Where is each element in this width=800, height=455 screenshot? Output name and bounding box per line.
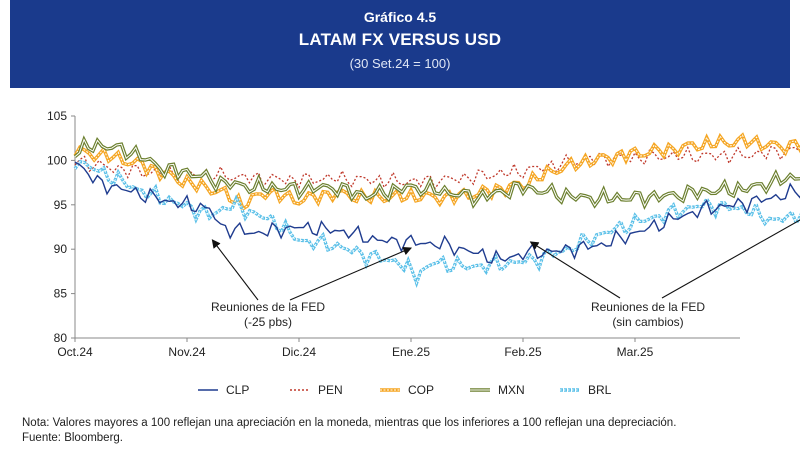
- arrow-fed-dec: [289, 246, 413, 301]
- annotation-fed-cut-line1: Reuniones de la FED: [211, 300, 325, 314]
- series-line-inner-brl: [74, 161, 800, 285]
- series-line-mxn: [73, 135, 800, 210]
- chart-number: Gráfico 4.5: [363, 9, 437, 25]
- x-tick-label: Nov.24: [168, 345, 205, 359]
- y-tick-label: 80: [54, 331, 68, 345]
- series-line-pen: [74, 145, 800, 190]
- footnote: Nota: Valores mayores a 100 reflejan una…: [22, 416, 676, 446]
- x-tick-label: Feb.25: [504, 345, 542, 359]
- series-line-clp: [74, 161, 800, 264]
- annotation-fed-hold-line1: Reuniones de la FED: [591, 300, 705, 314]
- x-tick-label: Oct.24: [57, 345, 93, 359]
- legend-label-mxn: MXN: [498, 383, 525, 397]
- x-tick-label: Ene.25: [392, 345, 430, 359]
- arrow-fed-jan: [529, 241, 621, 299]
- chart-header: Gráfico 4.5 LATAM FX VERSUS USD (30 Set.…: [10, 0, 790, 88]
- chart-subtitle: (30 Set.24 = 100): [349, 56, 451, 71]
- annotation-fed-hold-line2: (sin cambios): [612, 315, 683, 329]
- legend-label-brl: BRL: [588, 383, 612, 397]
- y-tick-label: 105: [47, 109, 67, 123]
- x-tick-label: Mar.25: [617, 345, 654, 359]
- source-text: Fuente: Bloomberg.: [22, 432, 124, 444]
- arrow-fed-nov: [211, 239, 259, 301]
- y-tick-label: 85: [54, 287, 68, 301]
- arrow-fed-mar: [661, 219, 800, 299]
- legend-label-pen: PEN: [318, 383, 343, 397]
- annotation-fed-cut-line2: (-25 pbs): [244, 315, 292, 329]
- series-line-inner-cop: [74, 134, 800, 210]
- y-tick-label: 95: [54, 198, 68, 212]
- y-tick-label: 90: [54, 242, 68, 256]
- note-text: Nota: Valores mayores a 100 reflejan una…: [22, 417, 677, 429]
- legend-label-clp: CLP: [226, 383, 249, 397]
- x-tick-label: Dic.24: [282, 345, 316, 359]
- y-tick-label: 100: [47, 153, 67, 167]
- chart-title: LATAM FX VERSUS USD: [298, 30, 502, 49]
- fx-line-chart: 80 85 90 95 100 105 Oct.24 Nov.24 Dic.24 Ene.25 Fe…: [47, 109, 800, 397]
- series-line-inner-mxn: [74, 138, 800, 208]
- legend-label-cop: COP: [408, 383, 434, 397]
